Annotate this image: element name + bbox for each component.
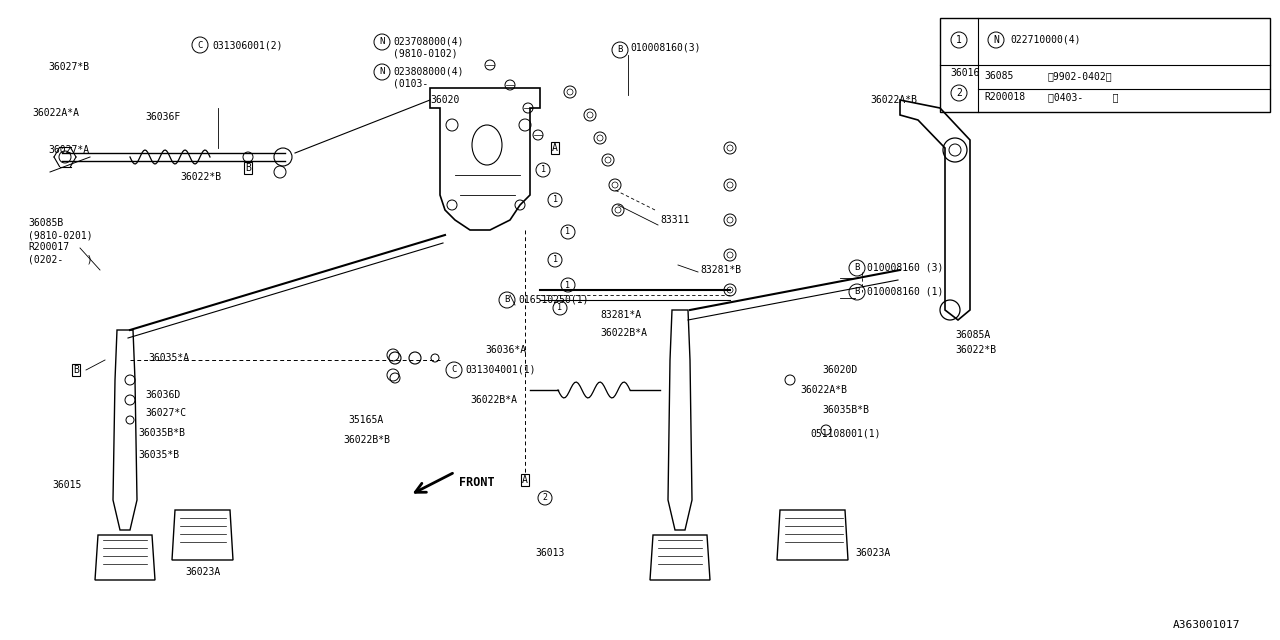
Text: C: C xyxy=(452,365,457,374)
Text: 36036D: 36036D xyxy=(145,390,180,400)
Polygon shape xyxy=(172,510,233,560)
Text: 1: 1 xyxy=(553,195,558,205)
Text: A363001017: A363001017 xyxy=(1172,620,1240,630)
Text: 36027*A: 36027*A xyxy=(49,145,90,155)
Text: 36036F: 36036F xyxy=(145,112,180,122)
Text: A: A xyxy=(552,143,558,153)
Text: 010008160 (3): 010008160 (3) xyxy=(867,263,943,273)
Text: 016510250(1): 016510250(1) xyxy=(518,295,589,305)
Polygon shape xyxy=(777,510,849,560)
Text: 36035B*B: 36035B*B xyxy=(822,405,869,415)
Text: 36036*A: 36036*A xyxy=(485,345,526,355)
Text: B: B xyxy=(73,365,79,375)
Text: 36020: 36020 xyxy=(430,95,460,105)
Text: 031306001(2): 031306001(2) xyxy=(212,40,283,50)
Circle shape xyxy=(596,135,603,141)
Text: 36022*B: 36022*B xyxy=(955,345,996,355)
Text: 83281*B: 83281*B xyxy=(700,265,741,275)
Text: 2: 2 xyxy=(543,493,548,502)
Text: 023708000(4): 023708000(4) xyxy=(393,37,463,47)
Text: (9810-0201): (9810-0201) xyxy=(28,230,92,240)
Text: 36035B*B: 36035B*B xyxy=(138,428,186,438)
Text: 36022B*A: 36022B*A xyxy=(600,328,646,338)
Text: 83311: 83311 xyxy=(660,215,690,225)
Text: N: N xyxy=(993,35,998,45)
Text: 36016: 36016 xyxy=(950,68,979,78)
Text: B: B xyxy=(504,296,509,305)
Text: 36022B*A: 36022B*A xyxy=(470,395,517,405)
Text: 1: 1 xyxy=(566,280,571,289)
Text: 9902-0402〉: 9902-0402〉 xyxy=(1048,71,1112,81)
Text: 010008160(3): 010008160(3) xyxy=(630,43,700,53)
Text: 1: 1 xyxy=(553,255,558,264)
Text: FRONT: FRONT xyxy=(460,476,494,489)
Text: (9810-0102): (9810-0102) xyxy=(393,49,458,59)
Polygon shape xyxy=(650,535,710,580)
Text: 36013: 36013 xyxy=(535,548,564,558)
Circle shape xyxy=(588,112,593,118)
Text: 0403-     〉: 0403- 〉 xyxy=(1048,93,1119,102)
Text: N: N xyxy=(379,38,385,47)
Text: 36085: 36085 xyxy=(984,71,1014,81)
Circle shape xyxy=(567,89,573,95)
Text: B: B xyxy=(244,163,251,173)
Text: 1: 1 xyxy=(540,166,545,175)
Text: C: C xyxy=(197,40,202,49)
Text: B: B xyxy=(854,287,860,296)
Text: 023808000(4): 023808000(4) xyxy=(393,67,463,77)
Text: 36015: 36015 xyxy=(52,480,82,490)
Text: N: N xyxy=(379,67,385,77)
Text: 022710000(4): 022710000(4) xyxy=(1010,34,1080,44)
Text: 36035*A: 36035*A xyxy=(148,353,189,363)
Text: 36022B*B: 36022B*B xyxy=(343,435,390,445)
Text: 36027*C: 36027*C xyxy=(145,408,186,418)
Text: 010008160 (1): 010008160 (1) xyxy=(867,287,943,297)
Circle shape xyxy=(605,157,611,163)
Text: 1: 1 xyxy=(956,35,963,45)
Text: 36027*B: 36027*B xyxy=(49,62,90,72)
Text: (0202-    ): (0202- ) xyxy=(28,254,92,264)
Text: 36035*B: 36035*B xyxy=(138,450,179,460)
Text: 36085A: 36085A xyxy=(955,330,991,340)
Text: R200017: R200017 xyxy=(28,242,69,252)
Text: 36022A*B: 36022A*B xyxy=(870,95,916,105)
Text: 36022A*A: 36022A*A xyxy=(32,108,79,118)
Text: A: A xyxy=(522,475,527,485)
Circle shape xyxy=(614,207,621,213)
Text: 36085B: 36085B xyxy=(28,218,63,228)
Text: 36023A: 36023A xyxy=(186,567,220,577)
Text: 1: 1 xyxy=(558,303,562,312)
Text: 36022*B: 36022*B xyxy=(180,172,221,182)
Text: 031304001(1): 031304001(1) xyxy=(465,365,535,375)
Text: 2: 2 xyxy=(956,88,963,98)
Text: 36022A*B: 36022A*B xyxy=(800,385,847,395)
Text: 1: 1 xyxy=(566,227,571,237)
Text: 36023A: 36023A xyxy=(855,548,891,558)
Text: B: B xyxy=(854,264,860,273)
Text: R200018: R200018 xyxy=(984,93,1025,102)
Text: B: B xyxy=(617,45,622,54)
Text: (0103-: (0103- xyxy=(393,79,429,89)
Circle shape xyxy=(612,182,618,188)
Text: 83281*A: 83281*A xyxy=(600,310,641,320)
Bar xyxy=(940,18,1270,112)
Text: 051108001(1): 051108001(1) xyxy=(810,428,881,438)
Polygon shape xyxy=(95,535,155,580)
Text: 36020D: 36020D xyxy=(822,365,858,375)
Text: 35165A: 35165A xyxy=(348,415,383,425)
